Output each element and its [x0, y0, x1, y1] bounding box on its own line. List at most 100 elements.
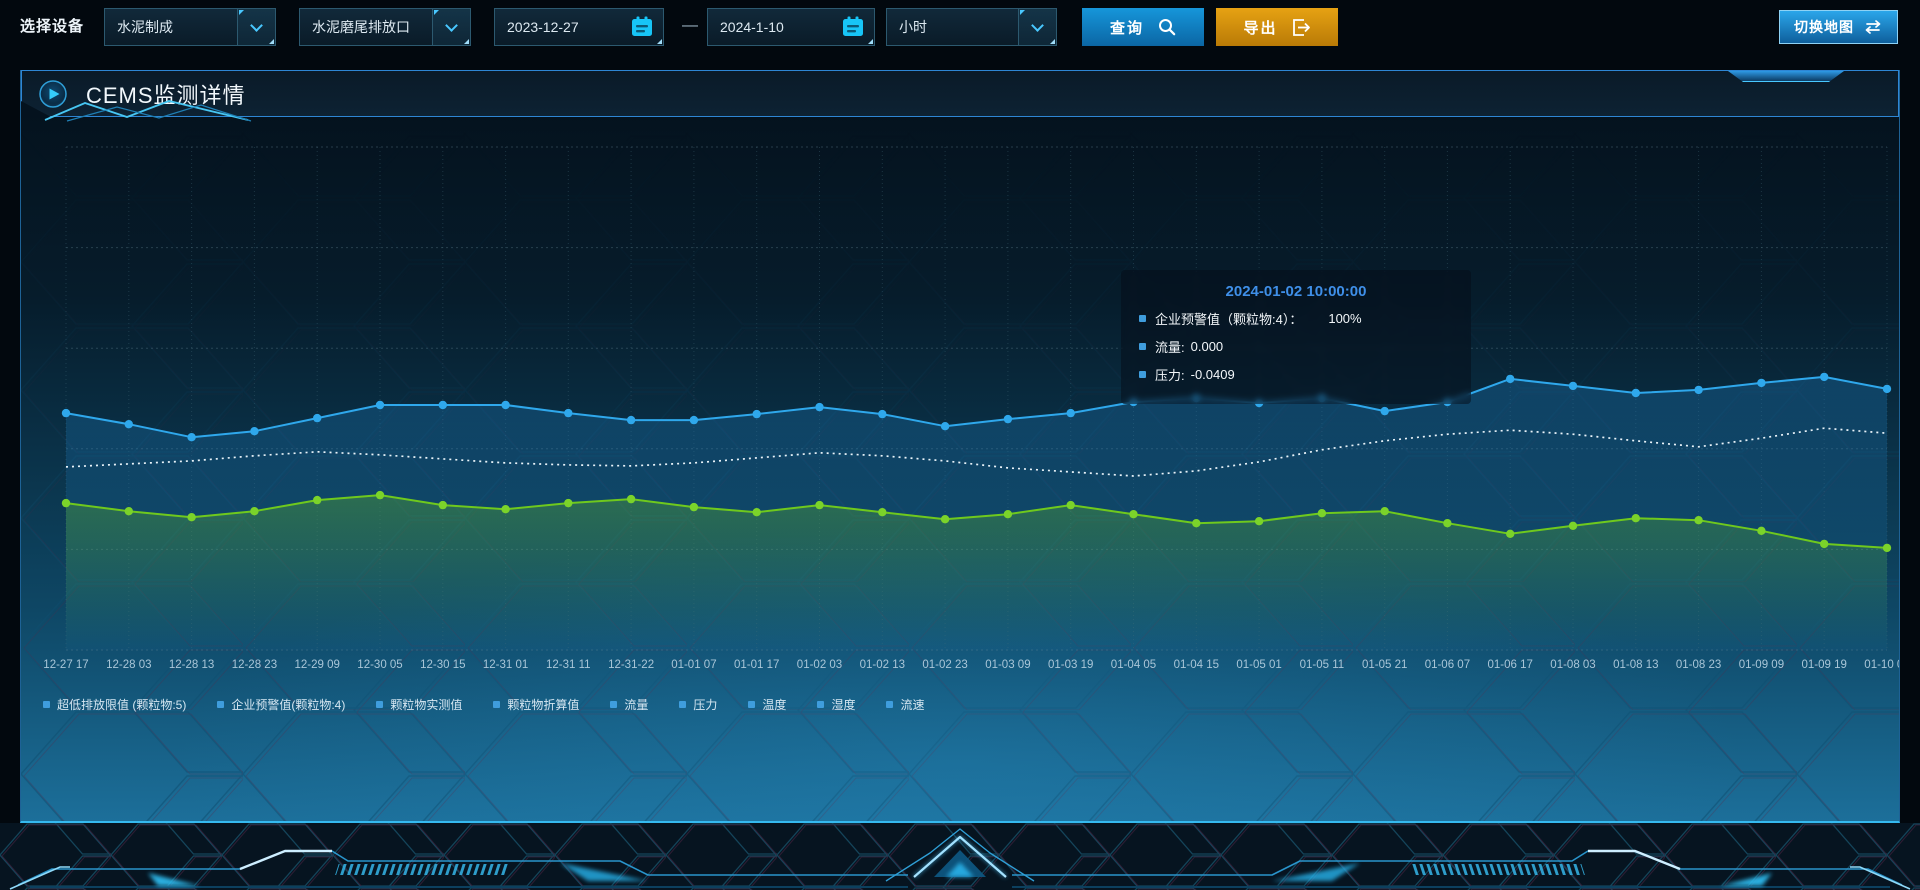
- legend-item-8[interactable]: 流速: [886, 696, 924, 713]
- export-button[interactable]: 导出: [1216, 8, 1338, 46]
- device-select-dropdown-toggle[interactable]: [237, 9, 275, 45]
- tooltip-series-value: -0.0409: [1190, 367, 1235, 382]
- legend-marker-icon: [886, 701, 894, 708]
- legend-label: 流速: [900, 698, 925, 712]
- legend-label: 流量: [624, 698, 649, 712]
- panel-header: CEMS监测详情: [21, 70, 1899, 117]
- outlet-select-dropdown-toggle[interactable]: [432, 9, 470, 45]
- x-axis-label: 12-31-22: [608, 659, 654, 671]
- search-icon: [1159, 19, 1176, 36]
- x-axis-label: 12-30 05: [357, 659, 402, 671]
- x-axis-label: 01-09 19: [1801, 659, 1846, 671]
- chevron-down-icon: [1031, 18, 1044, 32]
- legend-item-4[interactable]: 流量: [610, 696, 648, 713]
- query-button-label: 查询: [1109, 19, 1144, 37]
- header-notch-decoration: [1728, 71, 1844, 82]
- x-axis-label: 12-31 01: [483, 659, 528, 671]
- x-axis-label: 12-28 23: [232, 659, 277, 671]
- tooltip-series-value: 0.000: [1190, 339, 1224, 354]
- cems-panel: CEMS监测详情 12-27 17 12-28 03 12-28 13 12-28 2…: [20, 70, 1900, 823]
- x-axis-label: 01-04 15: [1174, 659, 1219, 671]
- outlet-select-value: 水泥磨尾排放口: [312, 19, 410, 35]
- legend-label: 企业预警值(颗粒物:4): [231, 698, 346, 712]
- x-axis-label: 01-02 03: [797, 659, 842, 671]
- legend-marker-icon: [376, 701, 384, 708]
- legend-marker-icon: [43, 701, 50, 708]
- x-axis-label: 01-03 09: [985, 659, 1030, 671]
- date-end-picker-toggle[interactable]: [832, 9, 874, 45]
- footer-tech-decoration: [0, 823, 1920, 890]
- tooltip-series-label: 流量:: [1155, 340, 1185, 355]
- legend-item-7[interactable]: 湿度: [817, 696, 855, 713]
- tooltip-series-label: 企业预警值（颗粒物:4）：: [1155, 312, 1303, 327]
- device-select[interactable]: 水泥制成: [104, 8, 276, 46]
- legend-item-2[interactable]: 颗粒物实测值: [376, 696, 462, 713]
- x-axis-label: 01-10 05: [1864, 659, 1899, 671]
- date-end-value: 2024-1-10: [720, 19, 784, 35]
- interval-select-value: 小时: [899, 19, 927, 35]
- legend-item-6[interactable]: 温度: [748, 696, 786, 713]
- tooltip-row: 流量: 0.000: [1139, 337, 1453, 356]
- chart-tooltip: 2024-01-02 10:00:00 企业预警值（颗粒物:4）： 100% 流…: [1121, 270, 1471, 404]
- legend-marker-icon: [217, 701, 225, 708]
- interval-select-dropdown-toggle[interactable]: [1018, 9, 1056, 45]
- legend-marker-icon: [493, 701, 501, 708]
- interval-select[interactable]: 小时: [886, 8, 1057, 46]
- x-axis-label: 01-02 13: [860, 659, 905, 671]
- x-axis-label: 12-30 15: [420, 659, 465, 671]
- series-marker-icon: [1139, 371, 1146, 378]
- device-select-label: 选择设备: [20, 18, 85, 35]
- chevron-down-icon: [445, 18, 458, 32]
- page-title: CEMS监测详情: [86, 82, 246, 108]
- x-axis-label: 01-05 01: [1236, 659, 1281, 671]
- legend-marker-icon: [610, 701, 618, 708]
- play-icon: [38, 79, 68, 109]
- chart-legend: 超低排放限值 (颗粒物:5) 企业预警值(颗粒物:4) 颗粒物实测值 颗粒物折算值 流量…: [43, 696, 924, 713]
- x-axis-label: 12-28 13: [169, 659, 214, 671]
- legend-label: 压力: [693, 698, 718, 712]
- export-button-label: 导出: [1243, 19, 1278, 37]
- legend-label: 温度: [762, 698, 787, 712]
- series-marker-icon: [1139, 343, 1146, 350]
- x-axis-label: 12-31 11: [546, 659, 591, 671]
- device-select-value: 水泥制成: [117, 19, 173, 35]
- x-axis-label: 01-01 07: [671, 659, 716, 671]
- x-axis-label: 01-05 21: [1362, 659, 1407, 671]
- calendar-icon: [843, 16, 863, 36]
- date-end-input[interactable]: 2024-1-10: [707, 8, 875, 46]
- switch-map-button[interactable]: 切换地图: [1779, 10, 1898, 44]
- legend-item-0[interactable]: 超低排放限值 (颗粒物:5): [43, 696, 186, 713]
- legend-label: 颗粒物折算值: [507, 698, 580, 712]
- x-axis-label: 01-09 09: [1739, 659, 1784, 671]
- query-button[interactable]: 查询: [1082, 8, 1204, 46]
- calendar-icon: [632, 16, 652, 36]
- x-axis-label: 12-27 17: [43, 659, 88, 671]
- x-axis-label: 01-06 07: [1425, 659, 1470, 671]
- tooltip-series-label: 压力:: [1155, 368, 1185, 383]
- tooltip-series-value: 100%: [1328, 311, 1362, 326]
- legend-marker-icon: [817, 701, 825, 708]
- swap-arrows-icon: [1865, 20, 1881, 34]
- legend-marker-icon: [679, 701, 687, 708]
- export-icon: [1292, 18, 1310, 36]
- x-axis-label: 01-06 17: [1487, 659, 1532, 671]
- top-toolbar: 选择设备 水泥制成 水泥磨尾排放口 2023-12-27 — 2024-1-10: [0, 0, 1920, 54]
- switch-map-button-label: 切换地图: [1794, 19, 1854, 35]
- tooltip-row: 企业预警值（颗粒物:4）： 100%: [1139, 309, 1453, 328]
- series-marker-icon: [1139, 315, 1146, 322]
- tooltip-timestamp: 2024-01-02 10:00:00: [1225, 283, 1367, 300]
- legend-label: 颗粒物实测值: [390, 698, 463, 712]
- legend-label: 超低排放限值 (颗粒物:5): [57, 698, 187, 712]
- date-start-picker-toggle[interactable]: [621, 9, 663, 45]
- date-start-input[interactable]: 2023-12-27: [494, 8, 664, 46]
- x-axis-label: 01-08 13: [1613, 659, 1658, 671]
- legend-label: 湿度: [831, 698, 856, 712]
- legend-item-3[interactable]: 颗粒物折算值: [493, 696, 579, 713]
- legend-item-1[interactable]: 企业预警值(颗粒物:4): [217, 696, 345, 713]
- legend-item-5[interactable]: 压力: [679, 696, 717, 713]
- x-axis-label: 01-08 23: [1676, 659, 1721, 671]
- outlet-select[interactable]: 水泥磨尾排放口: [299, 8, 471, 46]
- legend-marker-icon: [748, 701, 756, 708]
- x-axis-label: 01-02 23: [922, 659, 967, 671]
- chevron-down-icon: [250, 18, 263, 32]
